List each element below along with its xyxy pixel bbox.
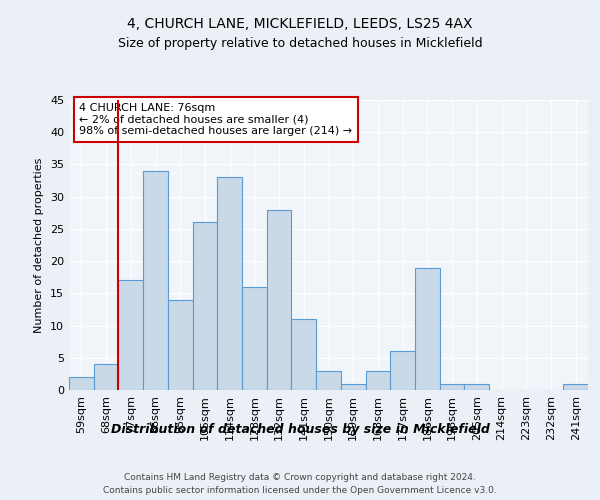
Bar [390, 352, 415, 390]
Bar [217, 178, 242, 390]
Bar [341, 384, 365, 390]
Text: Size of property relative to detached houses in Micklefield: Size of property relative to detached ho… [118, 38, 482, 51]
Bar [193, 222, 217, 390]
Text: 4 CHURCH LANE: 76sqm
← 2% of detached houses are smaller (4)
98% of semi-detache: 4 CHURCH LANE: 76sqm ← 2% of detached ho… [79, 103, 353, 136]
Text: Contains HM Land Registry data © Crown copyright and database right 2024.: Contains HM Land Registry data © Crown c… [124, 472, 476, 482]
Bar [316, 370, 341, 390]
Text: Contains public sector information licensed under the Open Government Licence v3: Contains public sector information licen… [103, 486, 497, 495]
Text: 4, CHURCH LANE, MICKLEFIELD, LEEDS, LS25 4AX: 4, CHURCH LANE, MICKLEFIELD, LEEDS, LS25… [127, 18, 473, 32]
Bar [440, 384, 464, 390]
Bar [118, 280, 143, 390]
Bar [242, 287, 267, 390]
Bar [415, 268, 440, 390]
Text: Distribution of detached houses by size in Micklefield: Distribution of detached houses by size … [110, 422, 490, 436]
Bar [168, 300, 193, 390]
Bar [365, 370, 390, 390]
Bar [563, 384, 588, 390]
Y-axis label: Number of detached properties: Number of detached properties [34, 158, 44, 332]
Bar [143, 171, 168, 390]
Bar [94, 364, 118, 390]
Bar [69, 377, 94, 390]
Bar [292, 319, 316, 390]
Bar [267, 210, 292, 390]
Bar [464, 384, 489, 390]
